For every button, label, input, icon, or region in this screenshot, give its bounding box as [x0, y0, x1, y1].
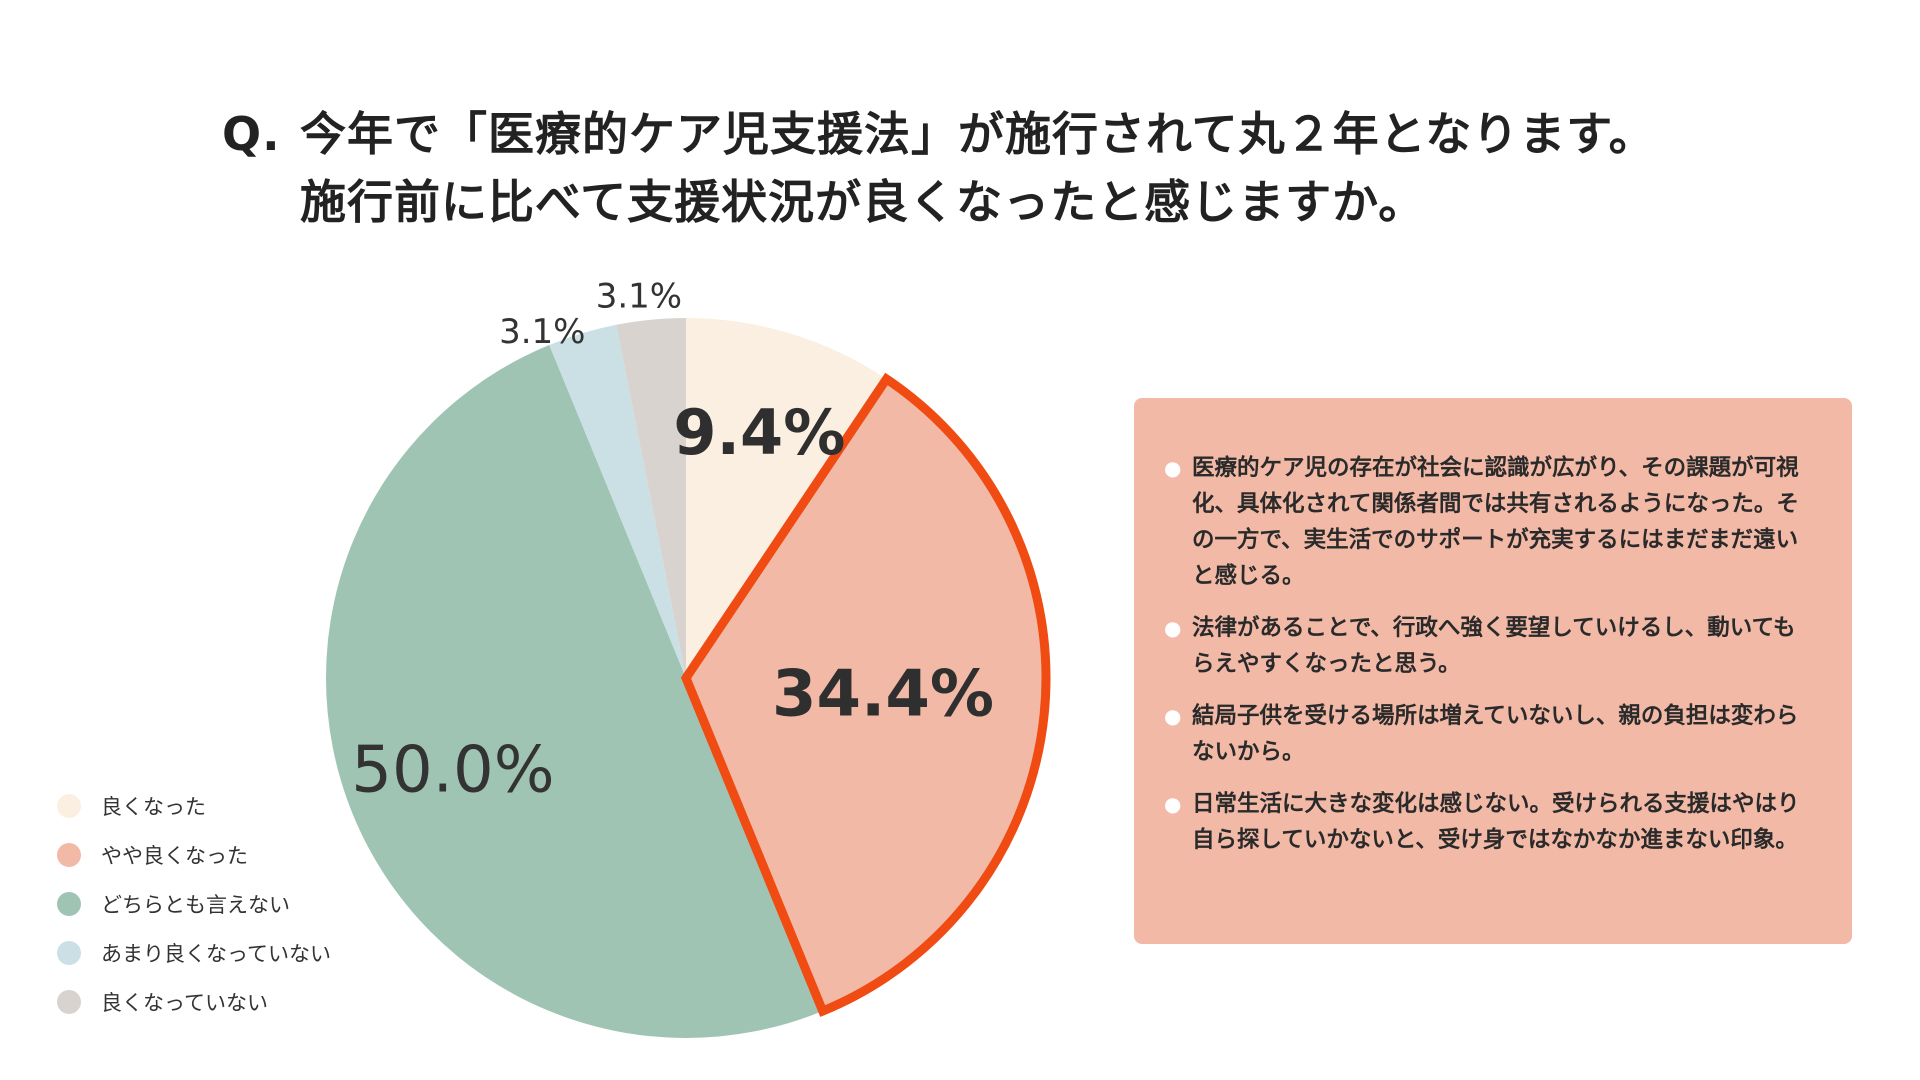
legend-item: やや良くなった [57, 830, 331, 879]
legend-item: 良くなった [57, 781, 331, 830]
bullet-icon: ● [1164, 792, 1182, 816]
legend: 良くなった やや良くなった どちらとも言えない あまり良くなっていない 良くなっ… [57, 781, 331, 1026]
question-text-1: 今年で「医療的ケア児支援法」が施行されて丸２年となります。 [300, 107, 1656, 161]
comment-item: ● 医療的ケア児の存在が社会に認識が広がり、その課題が可視化、具体化されて関係者… [1164, 450, 1812, 594]
bullet-icon: ● [1164, 616, 1182, 640]
pie-slice [549, 324, 686, 678]
legend-item: あまり良くなっていない [57, 928, 331, 977]
slice-data-label: 34.4% [772, 657, 994, 731]
comment-text: 結局子供を受ける場所は増えていないし、親の負担は変わらないから。 [1192, 703, 1799, 765]
legend-label: 良くなっていない [101, 990, 268, 1015]
legend-swatch [57, 940, 81, 965]
question-title: Q. 今年で「医療的ケア児支援法」が施行されて丸２年となります。 施行前に比べて支… [222, 100, 1822, 236]
slice-data-label: 3.1% [499, 312, 585, 352]
legend-label: あまり良くなっていない [101, 941, 331, 966]
comment-text: 医療的ケア児の存在が社会に認識が広がり、その課題が可視化、具体化されて関係者間で… [1192, 455, 1799, 589]
pie-slice [686, 318, 887, 678]
slice-data-label: 50.0% [351, 733, 554, 807]
highlight-outline [680, 372, 1051, 1017]
bullet-icon: ● [1164, 456, 1182, 480]
legend-label: 良くなった [101, 794, 206, 819]
bullet-icon: ● [1164, 704, 1182, 728]
pie-slice [686, 378, 1046, 1012]
legend-swatch [57, 891, 81, 916]
slice-data-label: 3.1% [596, 277, 682, 317]
legend-swatch [57, 989, 81, 1014]
legend-label: どちらとも言えない [101, 892, 290, 917]
comment-text: 法律があることで、行政へ強く要望していけるし、動いてもらえやすくなったと思う。 [1192, 615, 1796, 677]
comment-item: ● 結局子供を受ける場所は増えていないし、親の負担は変わらないから。 [1164, 698, 1812, 770]
legend-item: どちらとも言えない [57, 879, 331, 928]
slice-data-label: 9.4% [673, 396, 845, 469]
comment-item: ● 法律があることで、行政へ強く要望していけるし、動いてもらえやすくなったと思う… [1164, 610, 1812, 682]
legend-label: やや良くなった [101, 843, 248, 868]
question-prefix: Q. [222, 107, 281, 161]
legend-swatch [57, 842, 81, 867]
comment-text: 日常生活に大きな変化は感じない。受けられる支援はやはり自ら探していかないと、受け… [1192, 791, 1800, 853]
pie-slice [326, 344, 823, 1039]
legend-item: 良くなっていない [57, 977, 331, 1026]
question-line-2: 施行前に比べて支援状況が良くなったと感じますか。 [300, 175, 1426, 229]
comments-panel: ● 医療的ケア児の存在が社会に認識が広がり、その課題が可視化、具体化されて関係者… [1134, 398, 1852, 944]
pie-slice [616, 318, 686, 678]
question-line-1: Q. 今年で「医療的ケア児支援法」が施行されて丸２年となります。 [222, 100, 1822, 168]
legend-swatch [57, 793, 81, 818]
comment-item: ● 日常生活に大きな変化は感じない。受けられる支援はやはり自ら探していかないと、… [1164, 786, 1812, 858]
